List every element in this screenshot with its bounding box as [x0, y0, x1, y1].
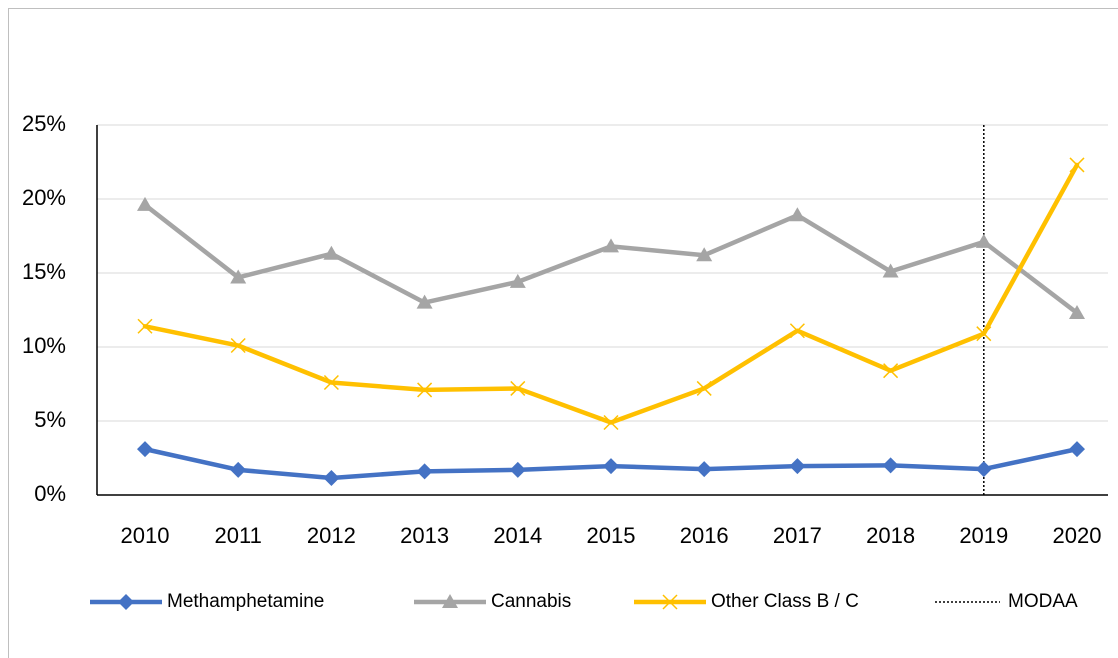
legend-label: Methamphetamine	[167, 591, 324, 612]
marker	[509, 461, 526, 478]
legend-label: Cannabis	[491, 591, 571, 612]
x-tick-label: 2017	[773, 523, 822, 548]
x-tick-label: 2016	[680, 523, 729, 548]
marker	[1069, 157, 1085, 173]
marker	[662, 594, 678, 610]
x-tick-label: 2010	[121, 523, 170, 548]
x-tick-label: 2015	[587, 523, 636, 548]
x-tick-label: 2014	[493, 523, 542, 548]
marker	[118, 594, 134, 610]
x-tick-label: 2019	[959, 523, 1008, 548]
chart-border	[8, 8, 1118, 658]
series	[137, 157, 1085, 431]
marker	[230, 337, 246, 354]
marker	[975, 233, 992, 248]
data-line	[142, 162, 1080, 425]
marker	[603, 458, 619, 475]
marker	[137, 318, 153, 334]
legend-label: MODAA	[1008, 591, 1078, 612]
marker	[1069, 441, 1085, 458]
marker	[323, 374, 339, 391]
marker	[230, 461, 247, 478]
marker	[696, 461, 713, 478]
marker	[696, 247, 713, 262]
legend-label: Other Class B / C	[711, 591, 859, 612]
marker	[1069, 304, 1085, 319]
marker	[442, 594, 458, 608]
marker	[417, 382, 433, 398]
series	[137, 441, 1085, 486]
marker	[789, 207, 806, 222]
x-tick-label: 2013	[400, 523, 449, 548]
marker	[976, 326, 992, 342]
y-tick-label: 25%	[22, 111, 66, 136]
marker	[230, 269, 247, 284]
marker	[696, 380, 712, 396]
data-line	[142, 202, 1080, 316]
marker	[882, 457, 899, 474]
marker	[137, 196, 153, 211]
x-tick-label: 2012	[307, 523, 356, 548]
marker	[416, 463, 433, 480]
marker	[323, 245, 340, 260]
y-tick-label: 0%	[34, 481, 66, 506]
y-tick-label: 10%	[22, 333, 66, 358]
marker	[509, 273, 526, 288]
series	[137, 196, 1085, 319]
marker	[603, 238, 619, 253]
marker	[975, 461, 992, 478]
marker	[323, 469, 340, 486]
marker	[789, 458, 806, 475]
marker	[882, 263, 899, 278]
marker	[789, 323, 805, 339]
x-tick-label: 2011	[215, 523, 262, 548]
marker	[883, 363, 899, 379]
x-tick-label: 2020	[1053, 523, 1102, 548]
marker	[510, 380, 526, 396]
y-tick-label: 15%	[22, 259, 66, 284]
y-tick-label: 5%	[34, 407, 66, 432]
marker	[603, 414, 619, 431]
marker	[137, 441, 153, 458]
marker	[416, 294, 433, 309]
y-tick-label: 20%	[22, 185, 66, 210]
x-tick-label: 2018	[866, 523, 915, 548]
